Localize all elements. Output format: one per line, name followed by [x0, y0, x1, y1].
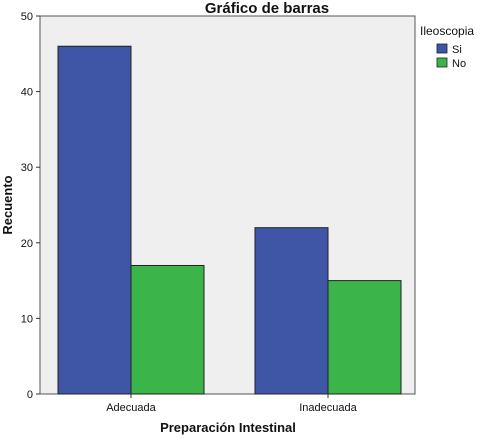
- y-tick-label: 30: [21, 162, 33, 174]
- bar-no-inadecuada: [327, 280, 402, 395]
- y-tick-label: 20: [21, 238, 33, 250]
- y-tick-label: 40: [21, 87, 33, 99]
- x-axis-label: Preparación Intestinal: [160, 420, 296, 435]
- y-axis: 0 10 20 30 40 50: [21, 11, 40, 401]
- y-axis-label: Recuento: [0, 175, 15, 234]
- legend-label-no: No: [452, 58, 466, 70]
- bar-no-adecuada: [130, 264, 205, 395]
- x-tick-label: Adecuada: [106, 402, 156, 414]
- legend-label-si: Si: [452, 44, 462, 56]
- x-axis: Adecuada Inadecuada: [106, 394, 358, 414]
- legend-swatch-no: [436, 57, 448, 68]
- legend-swatch-si: [436, 43, 448, 54]
- legend-title: Ileoscopia: [420, 24, 474, 38]
- y-tick-label: 50: [21, 11, 33, 23]
- x-tick-label: Inadecuada: [299, 402, 357, 414]
- y-tick-label: 0: [27, 389, 33, 401]
- legend: Ileoscopia Si No: [420, 24, 474, 70]
- chart-title: Gráfico de barras: [205, 0, 329, 17]
- bar-si-adecuada: [57, 45, 132, 395]
- bar-si-inadecuada: [254, 227, 329, 395]
- y-tick-label: 10: [21, 313, 33, 325]
- bars-group: [57, 45, 402, 395]
